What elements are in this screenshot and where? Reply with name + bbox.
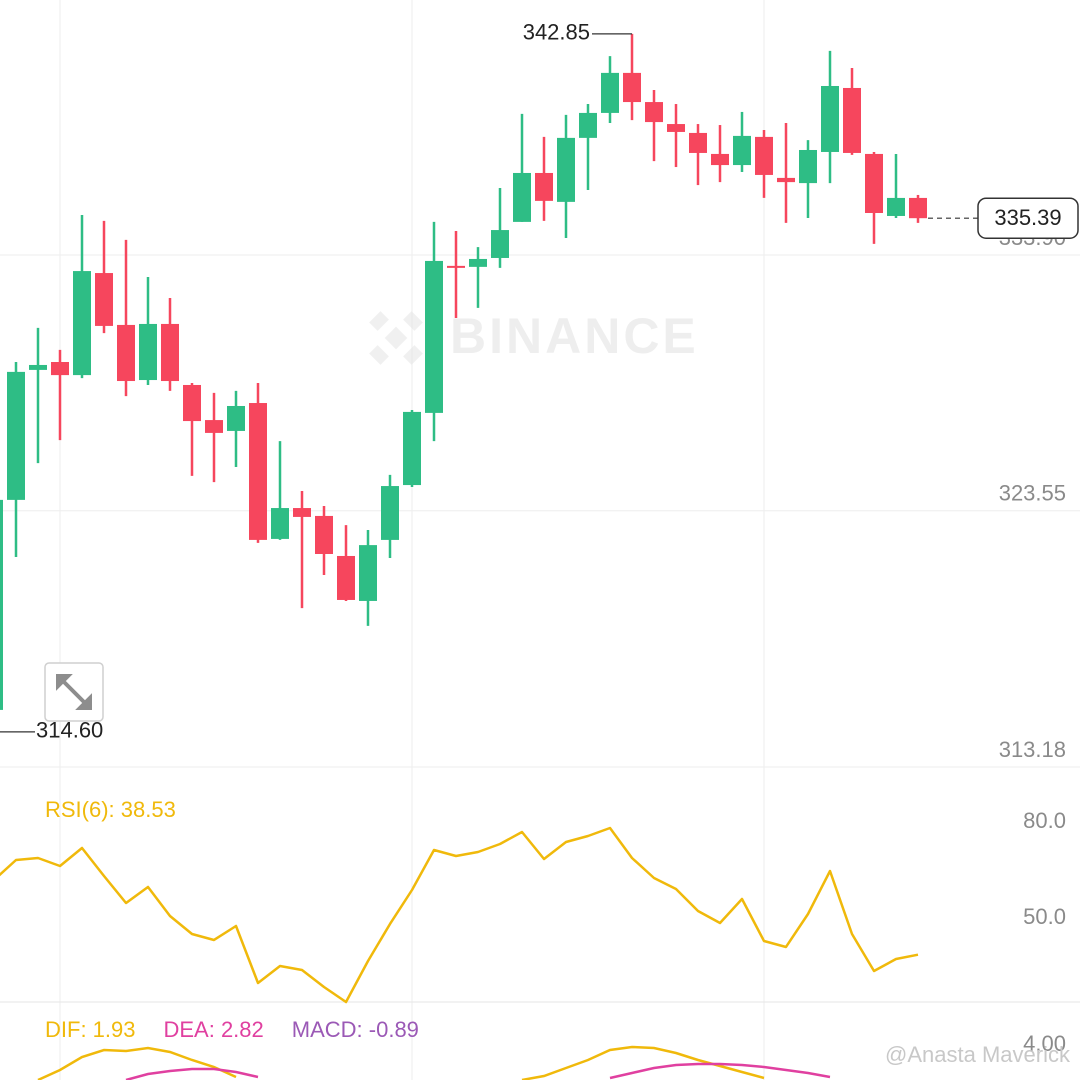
macd-legend: MACD: -0.89 <box>292 1017 419 1042</box>
candle-body <box>755 136 773 175</box>
candle-body <box>95 273 113 326</box>
macd-lines <box>37 1045 831 1080</box>
candle-body <box>667 124 685 132</box>
last-price-label: 335.39 <box>994 205 1061 230</box>
candle-body <box>117 324 135 382</box>
vertical-grid <box>59 0 765 1080</box>
high-label: 342.85 <box>523 20 590 45</box>
candle-body <box>73 271 91 376</box>
candle-body <box>777 177 795 183</box>
candle-body <box>645 102 663 123</box>
candle-body <box>29 364 47 370</box>
credit: @Anasta Maverick <box>885 1042 1071 1067</box>
candle-body <box>733 135 751 166</box>
macd-line <box>125 1062 831 1080</box>
candle-body <box>359 545 377 601</box>
macd-tick-label: 4.00 <box>1023 1031 1066 1056</box>
candle-body <box>843 87 861 153</box>
macd-legend: DEA: 2.82 <box>163 1017 263 1042</box>
candle-body <box>403 411 421 486</box>
candle-body <box>139 323 157 381</box>
rsi-line <box>0 826 919 1004</box>
candle-body <box>315 515 333 554</box>
candle-body <box>513 172 531 222</box>
expand-button[interactable] <box>44 662 104 722</box>
candles <box>0 33 927 710</box>
last-price-box <box>977 197 1079 239</box>
candle-body <box>425 260 443 413</box>
candle-body <box>161 323 179 382</box>
candle-body <box>205 420 223 433</box>
candle-body <box>7 371 25 500</box>
candle-body <box>293 508 311 517</box>
candle-body <box>623 72 641 103</box>
low-label: 314.60 <box>36 718 103 743</box>
candle-body <box>535 172 553 201</box>
candle-body <box>711 153 729 166</box>
candle-body <box>381 486 399 540</box>
y-tick-label: 323.55 <box>999 481 1066 506</box>
candle-body <box>887 197 905 216</box>
rsi-tick-label: 50.0 <box>1023 904 1066 929</box>
watermark-group: BINANCE <box>369 308 699 365</box>
candle-body <box>249 403 267 540</box>
candle-body <box>271 508 289 539</box>
candle-body <box>799 149 817 184</box>
candle-body <box>183 384 201 422</box>
expand-icon <box>56 674 92 710</box>
candle-body <box>51 362 69 376</box>
watermark: BINANCE <box>450 308 699 364</box>
candle-body <box>579 112 597 138</box>
candle-body <box>469 258 487 267</box>
macd-legend: DIF: 1.93 <box>45 1017 135 1042</box>
macd-line <box>37 1045 765 1080</box>
candle-body <box>821 85 839 152</box>
candle-body <box>491 230 509 258</box>
candle-body <box>909 197 927 219</box>
candle-body <box>337 555 355 600</box>
candle-body <box>0 499 3 710</box>
candle-body <box>557 137 575 202</box>
rsi-legend: RSI(6): 38.53 <box>45 797 176 822</box>
rsi-tick-label: 80.0 <box>1023 808 1066 833</box>
candle-body <box>601 72 619 113</box>
overlay: 313.18323.55333.90342.85314.60335.3980.0… <box>0 20 1079 1080</box>
candle-body <box>227 405 245 431</box>
candle-body <box>865 153 883 214</box>
candle-body <box>689 132 707 153</box>
candle-body <box>447 265 465 268</box>
y-tick-label: 313.18 <box>999 737 1066 762</box>
